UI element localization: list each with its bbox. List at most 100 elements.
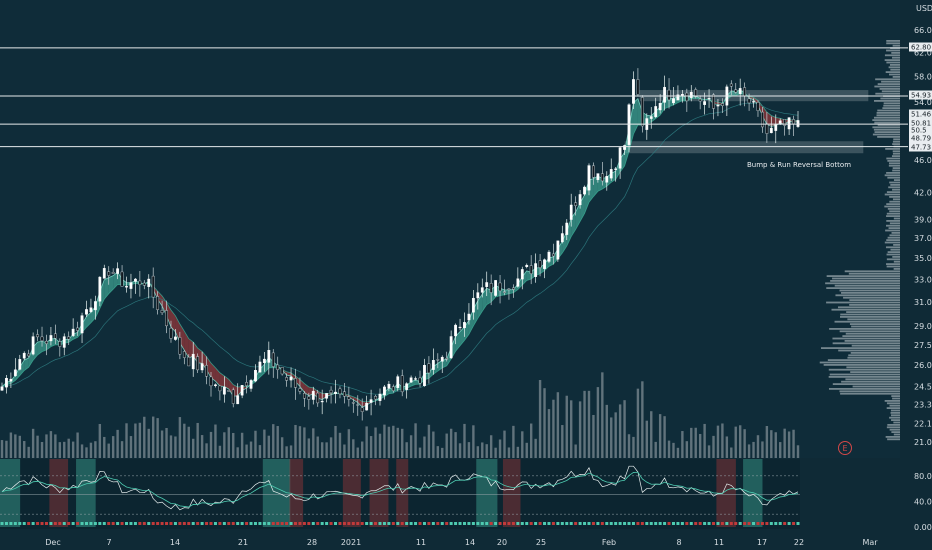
profile-bar: [886, 239, 900, 241]
volume-bar: [240, 432, 244, 458]
ribbon-segment: [593, 176, 598, 197]
signal-dot: [240, 522, 244, 525]
profile-bar: [889, 416, 900, 419]
profile-bar: [893, 260, 900, 263]
candle-body: [294, 378, 297, 388]
signal-dot: [262, 522, 266, 525]
candle-body: [511, 287, 515, 290]
signal-dot: [591, 522, 595, 525]
volume-bar: [472, 425, 475, 458]
candle-body: [18, 359, 22, 370]
signal-dot: [138, 522, 142, 525]
time-tick-label: 17: [757, 538, 767, 547]
candle-body: [62, 336, 66, 348]
profile-bar: [888, 66, 900, 69]
price-tick-label: 58.00: [914, 72, 932, 81]
profile-bar: [874, 121, 900, 124]
profile-bar: [888, 73, 900, 76]
price-label-box: [909, 118, 932, 128]
e-badge-icon[interactable]: E: [838, 441, 852, 455]
candle-body: [583, 186, 586, 195]
signal-dot: [614, 522, 618, 525]
candle-body: [169, 327, 173, 339]
price-label-box: [909, 133, 932, 143]
candle-body: [134, 278, 137, 282]
volume-bar: [650, 411, 653, 458]
profile-bar: [885, 246, 900, 249]
profile-bar: [882, 107, 900, 109]
profile-bar: [890, 412, 900, 414]
candle-body: [98, 276, 102, 302]
volume-bar: [783, 428, 786, 458]
signal-dot: [587, 522, 591, 525]
signal-dot: [560, 522, 564, 525]
candle-body: [0, 386, 4, 391]
volume-bar: [512, 425, 515, 458]
volume-bar: [734, 426, 737, 458]
volume-bar: [23, 441, 26, 458]
signal-dot: [271, 522, 275, 525]
profile-bar: [846, 366, 900, 369]
ribbon-segment: [477, 294, 483, 319]
currency-label: USD: [916, 4, 932, 13]
signal-dot: [156, 522, 160, 525]
volume-bar: [94, 441, 97, 458]
profile-bar: [848, 354, 900, 357]
profile-bar: [877, 124, 900, 126]
candle-body: [525, 264, 529, 268]
price-label-box: [909, 109, 932, 119]
volume-bar: [663, 416, 666, 458]
volume-bar: [592, 414, 595, 458]
volume-bar: [409, 435, 413, 458]
signal-dot: [102, 522, 106, 525]
volume-bar: [725, 436, 729, 458]
signal-dot: [36, 522, 40, 525]
candle-body: [209, 376, 213, 387]
volume-bar: [374, 427, 377, 458]
candle-body: [409, 377, 413, 383]
candle-body: [654, 106, 658, 118]
volume-bar: [605, 404, 608, 458]
profile-bar: [886, 191, 900, 193]
signal-dot: [422, 522, 426, 525]
candle-body: [632, 79, 635, 104]
time-axis[interactable]: Dec 7 14 21 28 2021 11 14 20 25 Feb 8 11 17 22 Mar: [45, 538, 878, 547]
volume-bar: [761, 441, 764, 458]
profile-bar: [889, 162, 900, 165]
signal-dot: [13, 522, 17, 525]
profile-bar: [849, 323, 900, 325]
profile-bar: [892, 76, 900, 78]
indicator-pane: [0, 459, 800, 529]
volume-bar: [89, 442, 93, 458]
candle-body: [445, 358, 449, 360]
candle-body: [360, 407, 364, 412]
candle-body: [672, 98, 675, 104]
profile-bar: [872, 133, 900, 136]
price-tick-label: 27.50: [914, 341, 932, 350]
volume-bar: [556, 392, 560, 458]
candle-body: [205, 365, 208, 377]
price-tick-label: 46.00: [914, 156, 932, 165]
volume-bar: [232, 432, 235, 458]
volume-bar: [565, 395, 568, 458]
ribbon-segment: [104, 277, 109, 300]
candle-body: [67, 336, 71, 340]
profile-bar: [879, 88, 900, 90]
candle-body: [578, 194, 582, 206]
signal-dot: [267, 522, 271, 525]
signal-dot: [631, 522, 635, 525]
candle-body: [102, 268, 106, 279]
candle-body: [347, 396, 351, 400]
signal-dot: [227, 522, 231, 525]
candle-body: [752, 101, 755, 103]
candle-body: [383, 386, 386, 396]
candle-body: [778, 120, 782, 124]
volume-bar: [187, 426, 190, 458]
candle-body: [503, 291, 506, 293]
volume-bar: [658, 414, 662, 458]
signal-dot: [427, 522, 431, 525]
signal-dot: [129, 522, 133, 525]
candle-body: [734, 89, 738, 93]
candle-body: [49, 335, 53, 342]
candle-body: [151, 275, 155, 298]
